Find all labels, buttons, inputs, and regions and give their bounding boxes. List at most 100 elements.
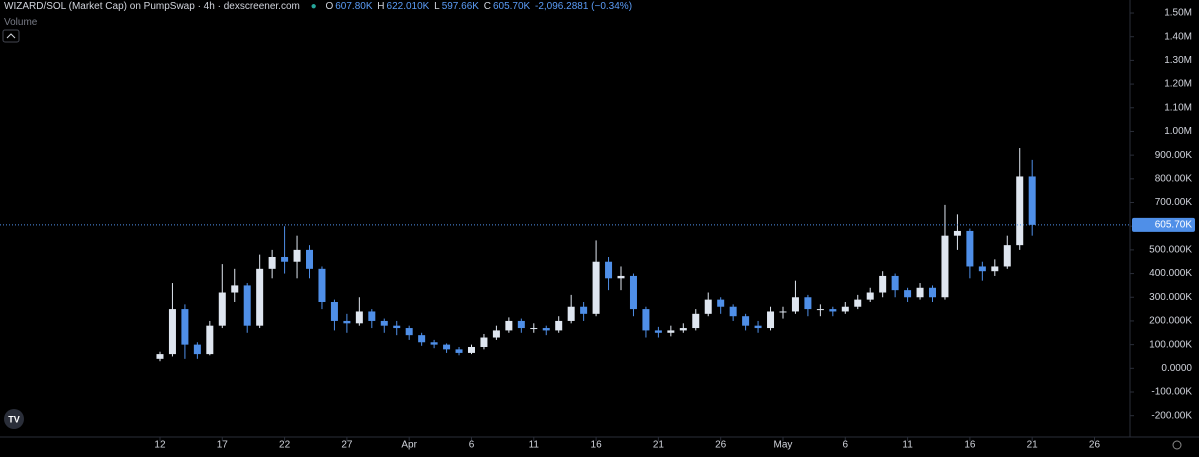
x-tick-label: 16 xyxy=(591,440,603,451)
x-tick-label: 22 xyxy=(279,440,291,451)
candle-body xyxy=(667,330,675,333)
candle-body xyxy=(517,320,525,329)
candle-body xyxy=(355,311,363,324)
y-tick-label: 400.000K xyxy=(1149,268,1192,279)
candle-body xyxy=(218,292,226,326)
candle-body xyxy=(455,349,463,353)
candle-body xyxy=(443,344,451,350)
x-tick-label: 21 xyxy=(653,440,665,451)
collapse-button[interactable] xyxy=(2,29,20,43)
candle-body xyxy=(530,328,538,330)
candle-body xyxy=(729,306,737,317)
candle-body xyxy=(467,346,475,353)
candle-body xyxy=(168,309,176,355)
candle-body xyxy=(318,268,326,302)
candle-body xyxy=(306,249,314,269)
candle-body xyxy=(854,299,862,307)
ohlc-value: 605.70K xyxy=(492,1,531,12)
ohlc-label: C xyxy=(483,1,491,12)
ohlc-value: 597.66K xyxy=(441,1,479,12)
x-tick-label: 16 xyxy=(964,440,976,451)
y-tick-label: 200.000K xyxy=(1149,316,1192,327)
candle-body xyxy=(642,309,650,331)
x-tick-label: 11 xyxy=(902,440,913,451)
ohlc-label: O xyxy=(325,1,334,12)
x-tick-label: 26 xyxy=(715,440,727,451)
y-tick-label: 1.40M xyxy=(1164,31,1192,42)
candle-body xyxy=(617,275,625,279)
y-tick-label: 500.000K xyxy=(1149,245,1192,256)
y-tick-label: 100.000K xyxy=(1149,339,1192,350)
candle-body xyxy=(293,249,301,262)
candle-body xyxy=(393,325,401,329)
candle-body xyxy=(891,275,899,291)
y-tick-label: 300.000K xyxy=(1149,292,1192,303)
volume-text: Volume xyxy=(4,17,38,28)
status-dot: ● xyxy=(310,1,317,12)
candle-body xyxy=(592,261,600,314)
candle-body xyxy=(418,335,426,343)
candle-body xyxy=(555,320,563,331)
y-tick-label: 800.00K xyxy=(1155,173,1193,184)
candle-body xyxy=(654,330,662,333)
candle-body xyxy=(717,299,725,307)
settings-icon[interactable] xyxy=(1172,440,1182,450)
ohlc-label: H xyxy=(377,1,385,12)
candle-body xyxy=(866,292,874,300)
candle-body xyxy=(879,275,887,293)
legend-header: WIZARD/SOL (Market Cap) on PumpSwap · 4h… xyxy=(4,1,634,28)
last-price-label: 605.70K xyxy=(1155,219,1193,230)
candle-body xyxy=(829,309,837,312)
candle-body xyxy=(841,306,849,312)
candle-body xyxy=(953,230,961,236)
candle-body xyxy=(916,287,924,298)
candle-body xyxy=(542,328,550,331)
svg-text:TV: TV xyxy=(8,414,20,424)
volume-label: Volume xyxy=(4,17,634,28)
candle-body xyxy=(580,306,588,314)
candle-body xyxy=(941,235,949,298)
candle-body xyxy=(804,297,812,310)
candle-body xyxy=(767,311,775,329)
y-tick-label: 1.50M xyxy=(1164,8,1192,19)
candle-body xyxy=(679,328,687,331)
candle-body xyxy=(268,256,276,269)
ohlc-value: 622.010K xyxy=(386,1,430,12)
candle-body xyxy=(904,290,912,298)
candle-body xyxy=(256,268,264,326)
y-tick-label: -100.00K xyxy=(1151,387,1192,398)
y-tick-label: 700.00K xyxy=(1155,197,1193,208)
y-tick-label: 900.00K xyxy=(1155,150,1193,161)
candle-body xyxy=(243,285,251,326)
candle-body xyxy=(605,261,613,279)
candle-body xyxy=(754,325,762,329)
candle-body xyxy=(156,354,164,359)
change: -2,096.2881 (−0.34%) xyxy=(535,1,633,12)
candle-body xyxy=(430,342,438,345)
candle-body xyxy=(480,337,488,347)
candle-body xyxy=(791,297,799,312)
candle-body xyxy=(991,266,999,272)
candle-body xyxy=(505,320,513,331)
candle-body xyxy=(193,344,201,355)
candle-body xyxy=(380,320,388,326)
candle-body xyxy=(330,301,338,321)
x-tick-label: 26 xyxy=(1089,440,1101,451)
collapse-icon xyxy=(6,33,16,39)
candle-body xyxy=(181,309,189,345)
tv-logo: TV xyxy=(4,409,24,429)
x-tick-label: 11 xyxy=(529,440,540,451)
x-tick-label: 6 xyxy=(843,440,849,451)
x-tick-label: Apr xyxy=(401,440,417,451)
candle-body xyxy=(629,275,637,310)
symbol-title: WIZARD/SOL (Market Cap) on PumpSwap · 4h… xyxy=(4,1,300,12)
candle-body xyxy=(492,330,500,338)
candle-body xyxy=(206,325,214,355)
x-tick-label: 21 xyxy=(1027,440,1039,451)
x-tick-label: 6 xyxy=(469,440,475,451)
candle-body xyxy=(1028,176,1036,225)
candle-body xyxy=(929,287,937,298)
x-tick-label: 12 xyxy=(154,440,166,451)
